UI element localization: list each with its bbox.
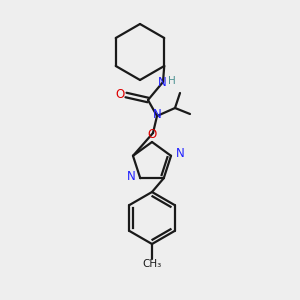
Text: N: N [176,147,184,160]
Text: N: N [158,76,166,88]
Text: O: O [116,88,124,100]
Text: O: O [147,128,157,142]
Text: N: N [127,170,136,183]
Text: H: H [168,76,176,86]
Text: N: N [153,109,161,122]
Text: CH₃: CH₃ [142,259,162,269]
